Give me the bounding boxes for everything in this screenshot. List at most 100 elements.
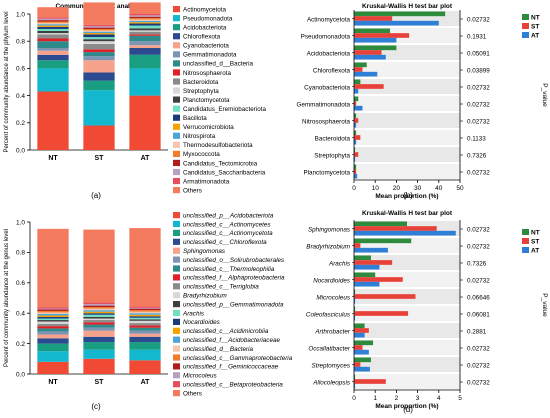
bar-segment [129,95,161,150]
bar-segment [129,41,161,46]
stacked-chart-2: Percent of community abundance at the ge… [4,212,293,397]
x-tick-label: AT [141,379,151,386]
bar-segment [37,351,69,362]
legend-entry: unclassified_f__Geminicoccaceae [183,364,279,371]
y-tick-label: 0.4 [16,93,25,100]
row-band [354,130,460,145]
legend-swatch [173,283,180,290]
bar-segment [129,319,161,321]
bar [354,169,357,174]
legend-swatch [173,265,180,272]
category-label: Bradyrhizobium [306,244,350,251]
legend-swatch [173,123,180,130]
legend-entry: Bacteroidota [183,79,219,86]
bar-segment [83,34,115,38]
bar-segment [37,28,69,31]
p-value: 0.1931 [467,34,487,41]
bar [354,16,393,21]
bar-segment [129,68,161,96]
bar [354,101,357,106]
legend-entry: unclassified_f__Acidobacteriaceae [183,337,280,344]
legend-swatch [173,78,180,85]
bar-segment [37,18,69,21]
row-band [354,255,460,270]
p-value: 0.02732 [467,227,490,234]
bar-segment [83,313,115,315]
category-label: Coleofasciculus [306,312,351,319]
bar-segment [37,334,69,339]
category-label: Streptophyta [314,153,350,160]
bar-segment [129,311,161,314]
legend-swatch [173,274,180,281]
legend-entry: Actinomycetota [183,6,227,13]
bar [354,54,386,60]
legend-swatch [173,301,180,308]
legend-entry: unclassified_c__Actinomycetota [183,230,273,237]
kw-chart-3: Kruskal-Wallis H test bar plot Sphingomon… [306,210,548,410]
category-label: Allocoleopsis [312,380,351,387]
legend-entry: unclassified_c__Betaproteobacteria [183,382,283,389]
category-label: Cyanobacteriota [304,85,350,92]
bar [354,264,380,270]
bar-segment [129,313,161,315]
bar-segment [37,48,69,51]
bar-segment [129,30,161,32]
bar-segment [129,228,161,307]
category-label: Bacteroidota [315,136,351,143]
bar-segment [37,91,69,150]
bar-segment [37,361,69,374]
bar [354,383,356,389]
bar-segment [129,336,161,343]
x-tick-label: 4 [437,395,441,402]
x-tick-label: 5 [458,395,462,402]
p-value: 0.02732 [467,102,490,109]
y-tick-label: 0.6 [16,280,25,287]
legend-entry: AT [531,33,539,40]
bar [354,84,384,89]
bar-segment [129,15,161,17]
legend-entry: unclassified_o__Solirubrobacterales [183,257,285,264]
bar [354,247,388,253]
bar-segment [37,320,69,322]
bar-segment [37,60,69,69]
bar-segment [37,228,69,308]
bar [354,173,358,179]
bar-segment [83,41,115,44]
category-label: Microcoleus [316,295,350,302]
chart-title: Kruskal-Wallis H test bar plot [362,3,453,10]
category-label: Chloroflexota [313,68,351,75]
bar [354,298,356,304]
bar-segment [129,306,161,308]
bar-segment [83,229,115,303]
bar-segment [129,323,161,326]
row-band [354,323,460,338]
bar-segment [83,327,115,331]
bar [354,122,357,128]
bar-segment [83,358,115,374]
y-tick-label: 1.0 [16,11,25,18]
legend-swatch [173,292,180,299]
bar-segment [129,34,161,36]
bar-segment [129,2,161,15]
legend-entry: ST [531,24,539,31]
bar [354,164,357,170]
legend-entry: Verrucomicrobiota [183,124,234,131]
legend-swatch [173,177,180,185]
x-tick-label: AT [141,155,151,162]
category-label: Acidobacteriota [307,51,351,58]
bar-segment [129,18,161,20]
bar-segment [129,16,161,19]
bar-segment [129,320,161,324]
bar-segment [129,48,161,55]
x-tick-label: 30 [414,185,422,192]
bar-segment [83,311,115,314]
row-band [354,357,460,372]
bar-segment [129,342,161,350]
p-value: 0.02732 [467,278,490,285]
bar-segment [37,41,69,48]
bar-segment [83,305,115,308]
bar-segment [129,19,161,21]
legend-swatch [173,24,180,31]
legend-swatch [522,247,529,253]
